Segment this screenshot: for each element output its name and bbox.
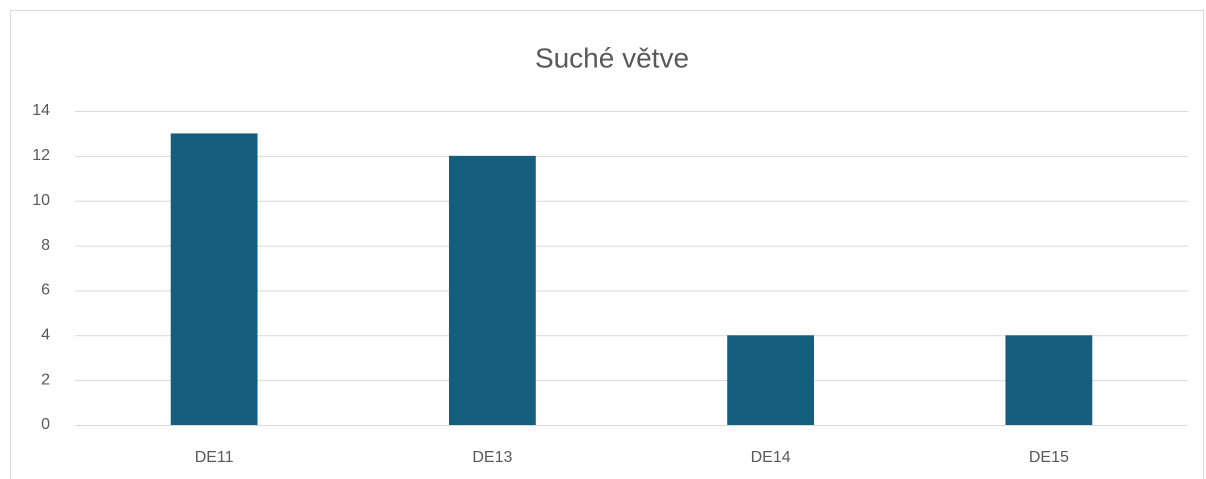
y-tick-label: 8 [41, 237, 50, 254]
bar [1005, 335, 1093, 425]
x-tick-label: DE13 [472, 449, 512, 466]
bar [448, 155, 536, 425]
bar [727, 335, 815, 425]
x-tick-label: DE14 [751, 449, 791, 466]
y-tick-label: 14 [32, 102, 50, 119]
y-tick-label: 12 [32, 147, 50, 164]
bar [170, 133, 258, 425]
x-tick-label: DE11 [195, 449, 234, 466]
y-tick-label: 0 [41, 416, 50, 433]
y-tick-label: 6 [41, 282, 50, 299]
y-tick-label: 4 [41, 327, 50, 344]
y-tick-label: 10 [32, 192, 50, 209]
chart-title: Suché větve [535, 42, 689, 73]
x-tick-label: DE15 [1029, 449, 1069, 466]
y-tick-label: 2 [41, 371, 50, 388]
chart-border [10, 10, 1204, 479]
